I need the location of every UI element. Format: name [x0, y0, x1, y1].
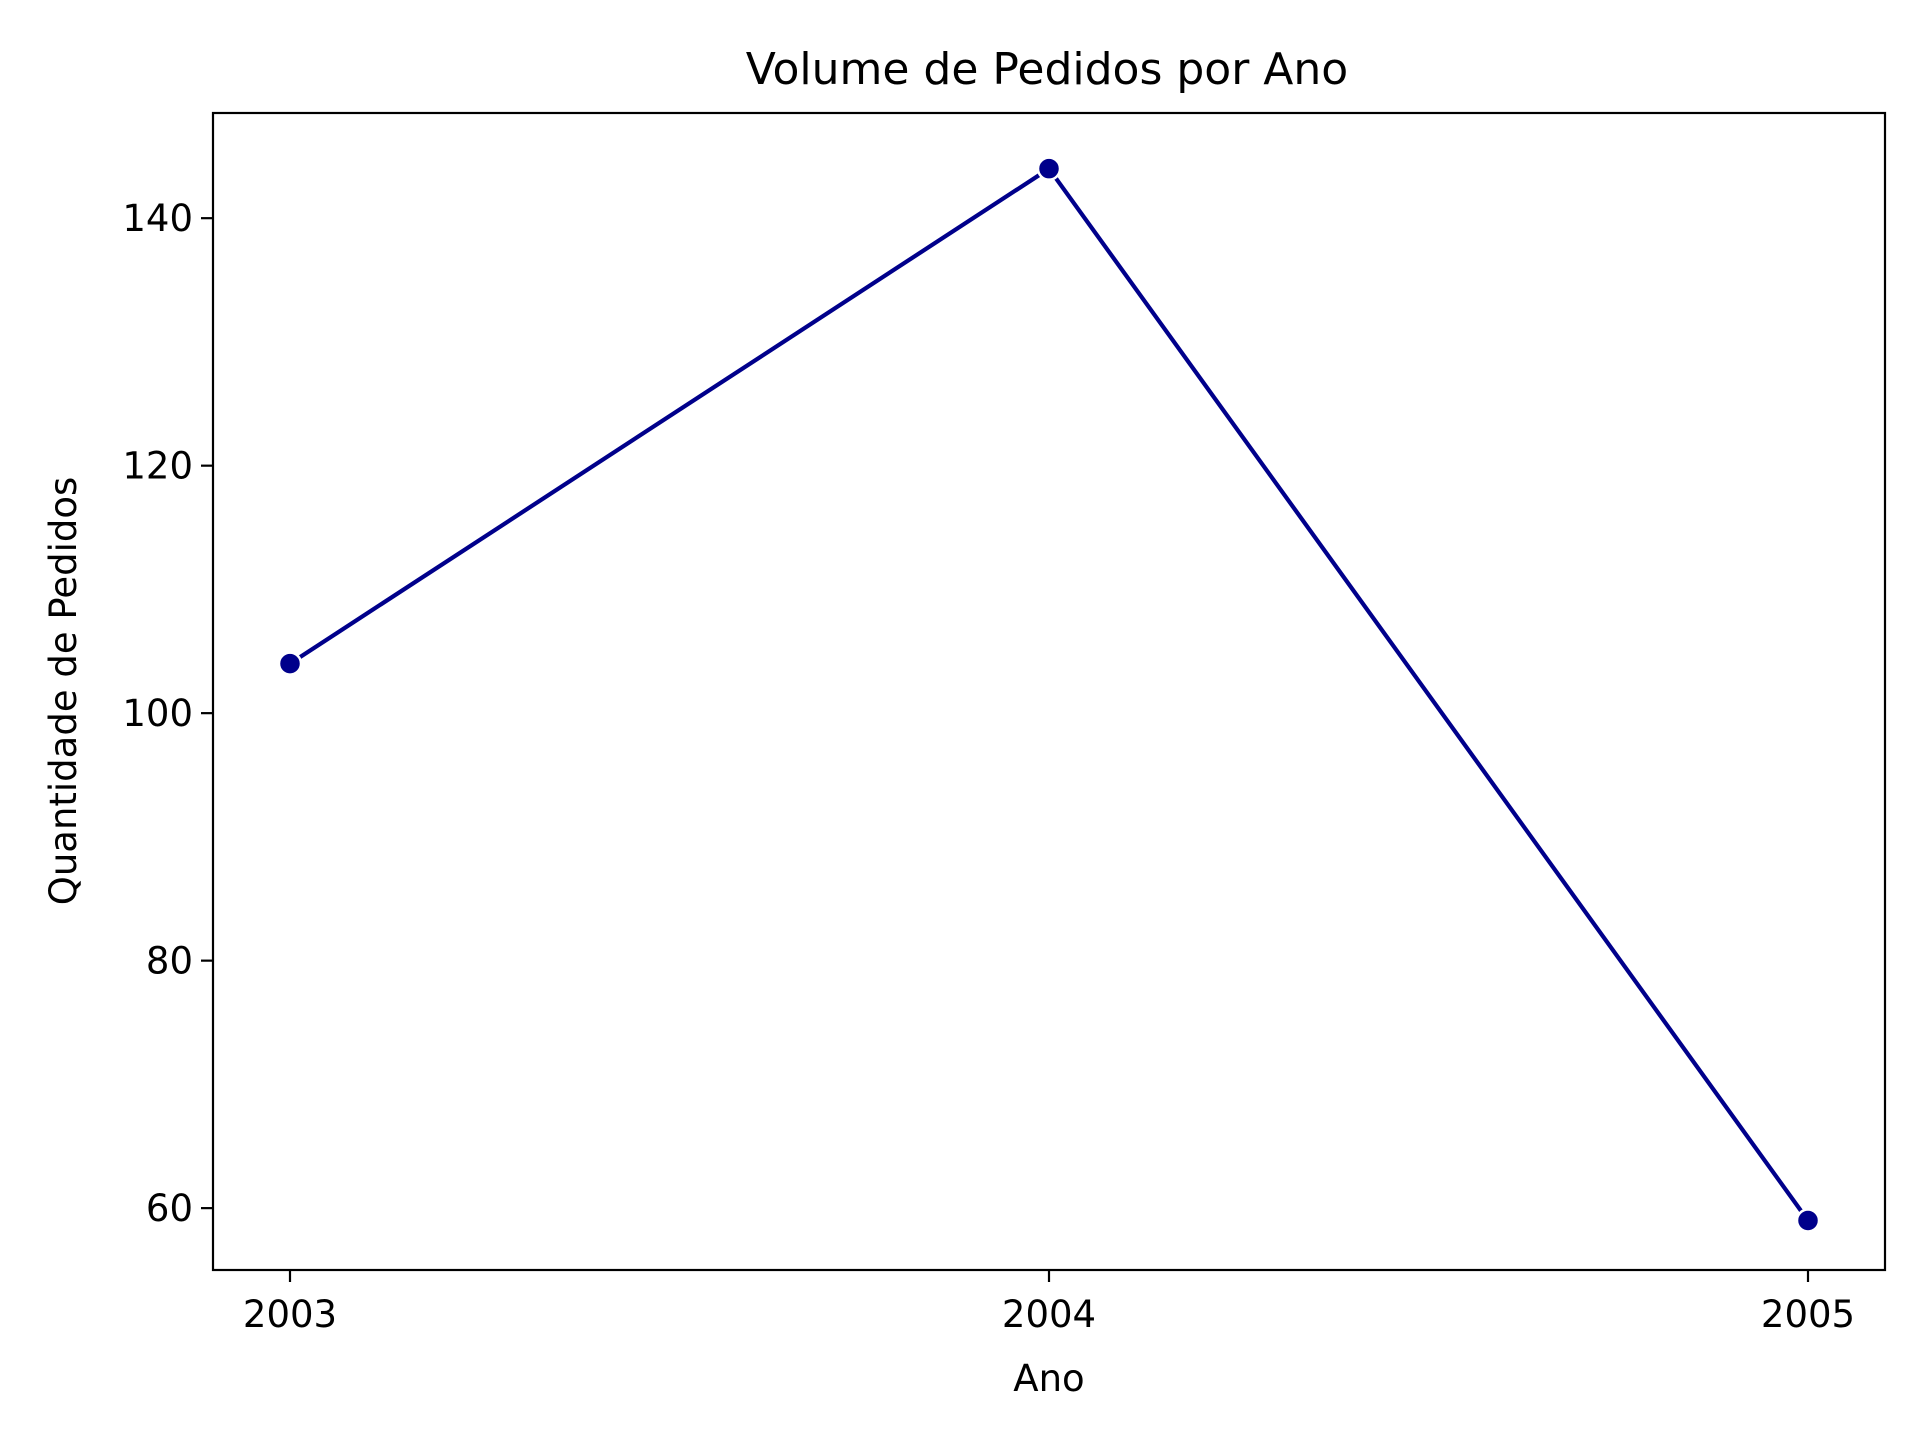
y-axis-title: Quantidade de Pedidos: [42, 477, 85, 906]
plot-frame: [211, 111, 1887, 1272]
series-line: [288, 166, 1810, 1222]
y-tick-label: 120: [122, 445, 193, 488]
x-tick-label: 2005: [1761, 1293, 1855, 1336]
data-point: [1795, 1208, 1821, 1233]
series-layer: [277, 156, 1821, 1233]
y-tick-label: 80: [146, 940, 193, 983]
y-axis: 60 80 100 120 140: [122, 197, 213, 1230]
y-tick-label: 100: [122, 692, 193, 735]
data-point: [1036, 156, 1062, 181]
x-tick-label: 2003: [243, 1293, 337, 1336]
y-tick-label: 60: [146, 1187, 193, 1230]
y-tick-label: 140: [122, 197, 193, 240]
chart-title: Volume de Pedidos por Ano: [746, 44, 1348, 95]
x-tick-label: 2004: [1002, 1293, 1096, 1336]
x-axis-title: Ano: [1013, 1357, 1084, 1400]
x-axis: 2003 2004 2005: [243, 1270, 1855, 1336]
data-point: [277, 651, 303, 676]
